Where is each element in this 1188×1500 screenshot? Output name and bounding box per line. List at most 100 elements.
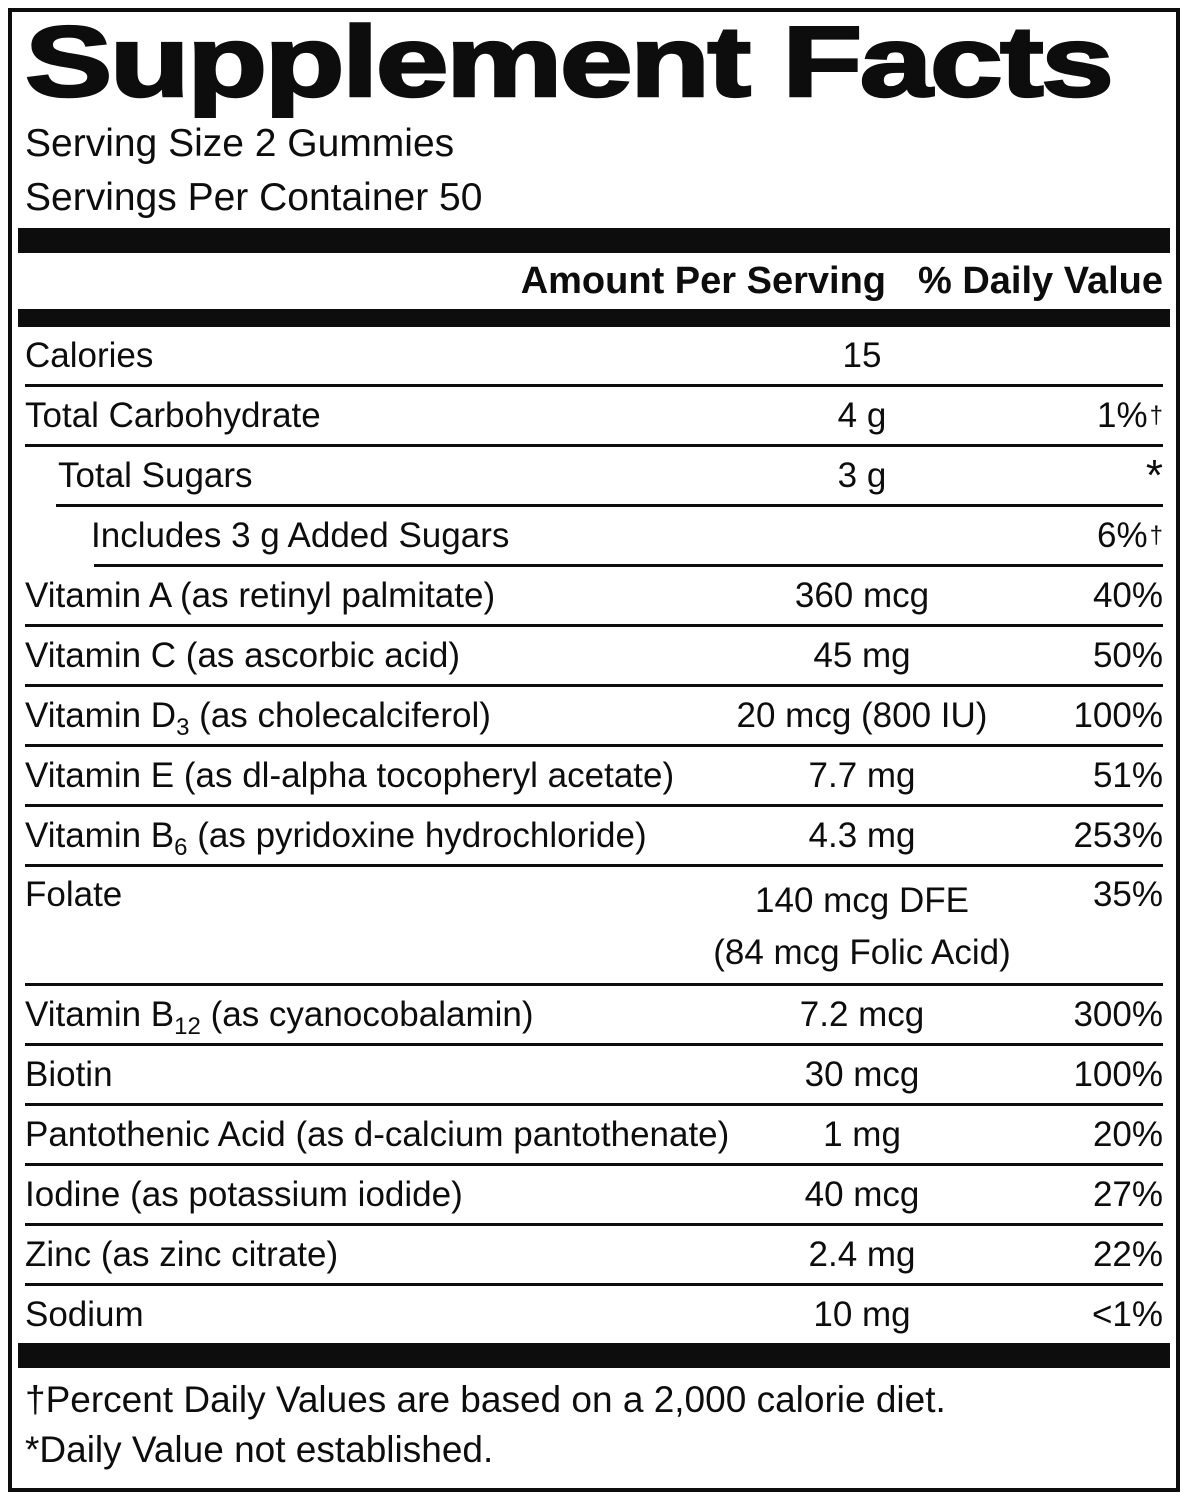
footnotes: †Percent Daily Values are based on a 2,0… xyxy=(25,1375,1163,1475)
table-row-total-sugars: Total Sugars 3 g * xyxy=(25,447,1163,504)
nutrient-amount: 10 mg xyxy=(813,1294,911,1334)
nutrient-daily-value: 35% xyxy=(1092,875,1163,914)
nutrient-name-text: Vitamin B xyxy=(25,815,175,855)
row-divider-indented xyxy=(94,564,1163,567)
nutrient-name: Total Sugars xyxy=(58,455,253,495)
nutrient-name: Calories xyxy=(25,335,154,375)
nutrient-name: Vitamin E (as dl-alpha tocopheryl acetat… xyxy=(25,755,675,795)
table-row-vitamin-e: Vitamin E (as dl-alpha tocopheryl acetat… xyxy=(25,747,1163,804)
nutrient-amount: 360 mcg xyxy=(794,575,930,615)
table-row-vitamin-c: Vitamin C (as ascorbic acid) 45 mg 50% xyxy=(25,627,1163,684)
table-row-pantothenic-acid: Pantothenic Acid (as d-calcium pantothen… xyxy=(25,1106,1163,1163)
nutrient-name-text: Vitamin B xyxy=(25,994,175,1034)
thick-divider-header xyxy=(18,309,1170,327)
table-row-added-sugars: Includes 3 g Added Sugars 6% † xyxy=(25,507,1163,564)
table-row-folate: Folate 140 mcg DFE (84 mcg Folic Acid) 35… xyxy=(25,867,1163,983)
nutrient-daily-value: 1% † xyxy=(1097,395,1163,435)
row-divider xyxy=(25,384,1163,387)
subscript: 6 xyxy=(174,833,188,861)
row-divider xyxy=(25,1283,1163,1286)
daily-value-text: 1% xyxy=(1097,395,1148,435)
table-row-vitamin-d3: Vitamin D3 (as cholecalciferol) 20 mcg (… xyxy=(25,687,1163,744)
row-divider xyxy=(25,1223,1163,1226)
nutrient-name: Vitamin D3 (as cholecalciferol) xyxy=(25,695,491,740)
nutrient-amount: 4.3 mg xyxy=(808,815,916,855)
nutrient-name: Vitamin B12 (as cyanocobalamin) xyxy=(25,994,534,1039)
nutrient-daily-value: 100% xyxy=(1073,1054,1163,1094)
row-divider xyxy=(25,983,1163,986)
nutrient-amount xyxy=(692,507,1032,564)
nutrient-name: Vitamin B6 (as pyridoxine hydrochloride) xyxy=(25,815,647,860)
daily-value-text: 6% xyxy=(1097,515,1148,555)
footnote-not-established: *Daily Value not established. xyxy=(25,1429,494,1470)
table-row-sodium: Sodium 10 mg <1% xyxy=(25,1286,1163,1343)
nutrient-daily-value: 253% xyxy=(1073,815,1163,855)
nutrient-daily-value: 40% xyxy=(1092,575,1163,615)
daily-value-header: % Daily Value xyxy=(917,259,1163,302)
row-divider xyxy=(25,744,1163,747)
table-row-vitamin-b6: Vitamin B6 (as pyridoxine hydrochloride)… xyxy=(25,807,1163,864)
nutrient-amount: 7.7 mg xyxy=(808,755,916,795)
table-row-iodine: Iodine (as potassium iodide) 40 mcg 27% xyxy=(25,1166,1163,1223)
amount-line-2: (84 mcg Folic Acid) xyxy=(713,933,1011,972)
nutrient-amount: 40 mcg xyxy=(804,1174,920,1214)
table-row-vitamin-b12: Vitamin B12 (as cyanocobalamin) 7.2 mcg … xyxy=(25,986,1163,1043)
thick-divider-top xyxy=(18,228,1170,253)
row-divider xyxy=(25,864,1163,867)
supplement-facts-panel: Supplement Facts Serving Size 2 Gummies … xyxy=(8,8,1180,1492)
row-divider xyxy=(25,624,1163,627)
nutrient-daily-value: 51% xyxy=(1092,755,1163,795)
row-divider xyxy=(25,684,1163,687)
nutrient-daily-value: <1% xyxy=(1091,1294,1163,1334)
table-row-zinc: Zinc (as zinc citrate) 2.4 mg 22% xyxy=(25,1226,1163,1283)
nutrient-name: Includes 3 g Added Sugars xyxy=(91,515,510,555)
nutrient-amount: 140 mcg DFE (84 mcg Folic Acid) xyxy=(692,867,1032,983)
nutrient-daily-value: 27% xyxy=(1092,1174,1163,1214)
nutrient-daily-value: * xyxy=(1145,450,1163,500)
nutrient-amount: 20 mcg (800 IU) xyxy=(736,695,988,735)
row-divider xyxy=(25,1163,1163,1166)
table-row-calories: Calories 15 xyxy=(25,327,1163,384)
amount-line-1: 140 mcg DFE xyxy=(755,881,969,920)
panel-title-text: Supplement Facts xyxy=(23,8,1115,118)
serving-size-line: Serving Size 2 Gummies xyxy=(25,122,455,165)
nutrient-name: Sodium xyxy=(25,1294,144,1334)
nutrient-amount: 2.4 mg xyxy=(808,1234,916,1274)
footnote-daily-values: †Percent Daily Values are based on a 2,0… xyxy=(25,1379,946,1420)
row-divider xyxy=(25,444,1163,447)
amount-per-serving-header: Amount Per Serving xyxy=(520,259,886,302)
nutrient-name-text: (as pyridoxine hydrochloride) xyxy=(187,815,647,855)
nutrient-daily-value: 50% xyxy=(1092,635,1163,675)
row-divider xyxy=(25,1103,1163,1106)
table-row-biotin: Biotin 30 mcg 100% xyxy=(25,1046,1163,1103)
table-row-total-carbohydrate: Total Carbohydrate 4 g 1% † xyxy=(25,387,1163,444)
nutrient-amount: 3 g xyxy=(837,455,887,495)
panel-title: Supplement Facts xyxy=(23,8,1163,118)
nutrient-name: Biotin xyxy=(25,1054,113,1094)
row-divider xyxy=(25,804,1163,807)
thick-divider-bottom xyxy=(18,1343,1170,1368)
nutrient-amount: 1 mg xyxy=(823,1114,901,1154)
nutrient-daily-value: 100% xyxy=(1073,695,1163,735)
nutrient-name: Pantothenic Acid (as d-calcium pantothen… xyxy=(25,1114,730,1154)
nutrient-daily-value: 300% xyxy=(1073,994,1163,1034)
nutrient-amount: 15 xyxy=(842,335,882,375)
servings-per-container-line: Servings Per Container 50 xyxy=(25,176,483,219)
nutrient-name: Folate xyxy=(25,875,123,914)
nutrient-name-text: Vitamin D xyxy=(25,695,177,735)
nutrient-name: Vitamin A (as retinyl palmitate) xyxy=(25,575,496,615)
nutrient-amount: 4 g xyxy=(837,395,887,435)
nutrient-name: Vitamin C (as ascorbic acid) xyxy=(25,635,461,675)
nutrient-amount: 45 mg xyxy=(813,635,911,675)
nutrient-daily-value: 6% † xyxy=(1097,515,1163,555)
nutrient-name: Total Carbohydrate xyxy=(25,395,321,435)
nutrient-name: Iodine (as potassium iodide) xyxy=(25,1174,463,1214)
subscript: 3 xyxy=(176,713,190,741)
nutrient-name-text: (as cyanocobalamin) xyxy=(200,994,534,1034)
nutrient-name-text: (as cholecalciferol) xyxy=(189,695,491,735)
column-header-row: Amount Per Serving % Daily Value xyxy=(25,253,1163,309)
table-row-vitamin-a: Vitamin A (as retinyl palmitate) 360 mcg… xyxy=(25,567,1163,624)
row-divider-indented xyxy=(56,504,1163,507)
subscript: 12 xyxy=(174,1012,201,1040)
nutrient-amount: 30 mcg xyxy=(804,1054,920,1094)
